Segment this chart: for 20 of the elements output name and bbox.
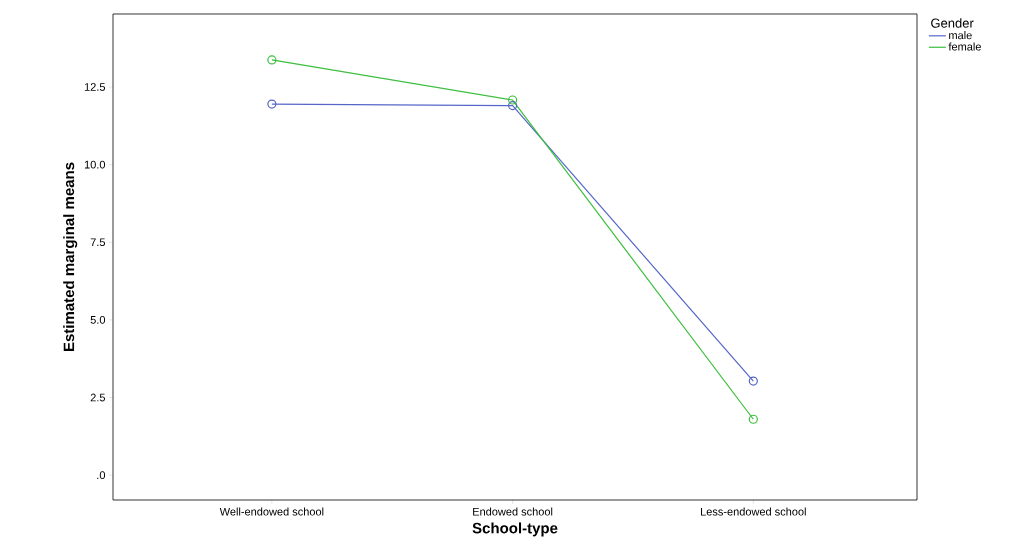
y-tick-label: 12.5 <box>84 83 106 91</box>
x-tick-label: Endowed school <box>473 507 553 516</box>
legend-label: female <box>948 42 981 51</box>
point <box>748 414 758 424</box>
point <box>267 55 277 65</box>
point <box>508 95 518 105</box>
y-tick-label: 2.5 <box>90 393 106 402</box>
y-tick-label: .0 <box>97 471 106 480</box>
x-tick-label: Less-endowed school <box>701 507 806 516</box>
legend-label: male <box>949 31 972 40</box>
point <box>508 101 518 111</box>
x-tick-label: Well-endowed school <box>219 507 324 516</box>
point <box>267 99 277 109</box>
y-axis-title: Estimated marginal means <box>63 162 78 352</box>
point <box>748 376 758 386</box>
legend-title: Gender <box>931 18 974 28</box>
x-axis-title: School-type <box>472 522 558 537</box>
y-tick-label: 5.0 <box>90 315 106 324</box>
y-tick-label: 7.5 <box>90 238 106 247</box>
y-tick-label: 10.0 <box>84 160 106 169</box>
